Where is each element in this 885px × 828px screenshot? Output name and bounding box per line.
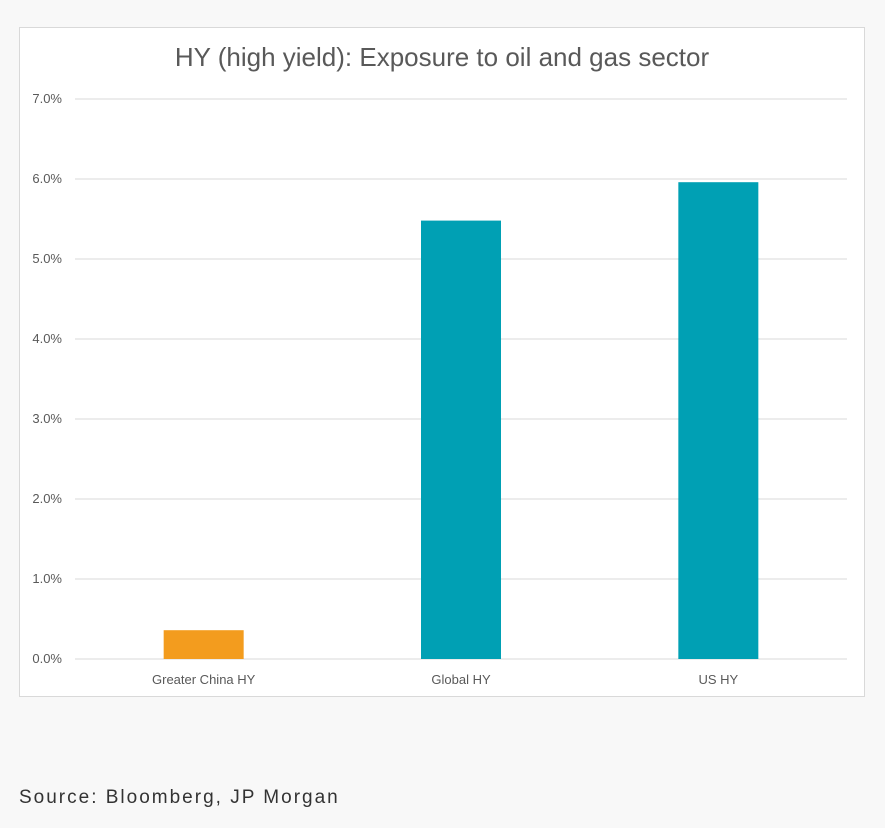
y-tick-label-1: 1.0% — [32, 571, 62, 586]
bar-global-hy — [421, 220, 501, 659]
x-tick-label-1: Global HY — [431, 672, 491, 687]
bar-us-hy — [678, 182, 759, 659]
y-tick-label-0: 0.0% — [32, 651, 62, 666]
y-tick-label-6: 6.0% — [32, 171, 62, 186]
chart-title: HY (high yield): Exposure to oil and gas… — [174, 42, 710, 72]
bar-greater-china-hy — [163, 630, 244, 659]
x-tick-label-0: Greater China HY — [152, 672, 256, 687]
y-tick-label-4: 4.0% — [32, 331, 62, 346]
source-note: Source: Bloomberg, JP Morgan — [19, 787, 340, 808]
y-tick-label-5: 5.0% — [32, 251, 62, 266]
chart-plot: 0.0% 1.0% 2.0% 3.0% 4.0% 5.0% 6.0% 7.0% Greater … — [32, 91, 847, 687]
y-tick-label-7: 7.0% — [32, 91, 62, 106]
x-tick-label-2: US HY — [698, 672, 738, 687]
y-tick-label-2: 2.0% — [32, 491, 62, 506]
y-tick-label-3: 3.0% — [32, 411, 62, 426]
chart-frame: HY (high yield): Exposure to oil and gas… — [19, 27, 865, 697]
